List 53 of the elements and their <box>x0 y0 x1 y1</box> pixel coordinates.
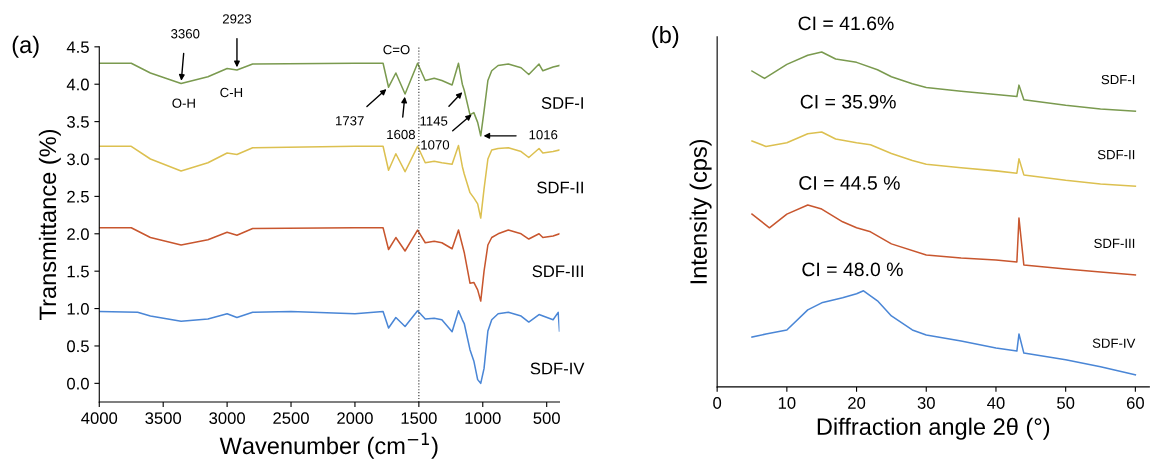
annotation: 1070 <box>421 140 450 150</box>
x-tick-label: 0 <box>713 397 722 409</box>
annotation: 1145 <box>420 116 448 126</box>
annotation: C=O <box>383 44 410 55</box>
series-label: SDF-IV <box>1092 338 1136 348</box>
y-tick-label: 2.0 <box>67 228 89 240</box>
y-tick-label: 4.0 <box>66 78 89 91</box>
annotation: CI = 48.0 % <box>802 262 903 277</box>
x-tick-label: 1500 <box>401 412 437 425</box>
x-axis-title: Wavenumber (cm$^{−1}$) <box>219 432 438 459</box>
series-label: SDF-III <box>532 265 583 278</box>
annotation: 1737 <box>336 116 364 126</box>
x-tick-label: 20 <box>848 397 866 409</box>
text: (b) <box>652 25 679 48</box>
y-tick-label: 0.0 <box>67 377 89 390</box>
y-tick-label: 3.0 <box>67 153 89 166</box>
x-tick-label: 30 <box>917 397 935 409</box>
x-tick-label: 40 <box>987 397 1005 409</box>
y-tick-label: 1.5 <box>67 265 89 278</box>
x-tick-label: 2500 <box>273 412 309 425</box>
y-tick-label: 1.0 <box>67 302 89 315</box>
annotation: CI = 44.5 % <box>799 176 900 190</box>
annotation: 1016 <box>529 130 558 140</box>
series-label: SDF-III <box>1094 238 1135 249</box>
text: (a) <box>12 35 39 58</box>
y-tick-label: 0.5 <box>67 340 89 353</box>
annotation: 2923 <box>222 14 252 24</box>
series-label: SDF-I <box>541 97 583 109</box>
y-tick-label: 2.5 <box>67 190 89 203</box>
x-axis-title: Diffraction angle 2θ (°) <box>817 417 1050 440</box>
y-tick-label: 3.5 <box>67 116 89 128</box>
series-label: SDF-II <box>1097 149 1135 160</box>
x-tick-label: 2000 <box>337 412 373 425</box>
text: CI = 41.6% <box>798 16 894 31</box>
series-label: SDF-II <box>537 181 583 194</box>
annotation: CI = 35.9% <box>800 94 896 109</box>
y-axis-title: Intensity (cps) <box>689 139 712 284</box>
x-tick-label: 500 <box>533 412 560 425</box>
y-axis-title: Transmittance (%) <box>38 129 61 320</box>
x-tick-label: 10 <box>778 397 796 409</box>
y-tick-label: 4.5 <box>66 41 89 54</box>
x-tick-label: 50 <box>1057 397 1075 409</box>
text: SDF-IV <box>530 362 585 375</box>
x-tick-label: 60 <box>1126 397 1144 409</box>
series-label: SDF-I <box>1101 74 1135 85</box>
x-tick-label: 3000 <box>209 412 245 425</box>
x-tick-label: 1000 <box>465 412 501 425</box>
annotation: 3360 <box>171 29 200 39</box>
annotation: 1608 <box>387 129 415 140</box>
annotation: O-H <box>172 98 195 108</box>
annotation: C-H <box>220 87 243 98</box>
x-tick-label: 3500 <box>145 412 182 425</box>
x-tick-label: 4000 <box>81 412 118 425</box>
